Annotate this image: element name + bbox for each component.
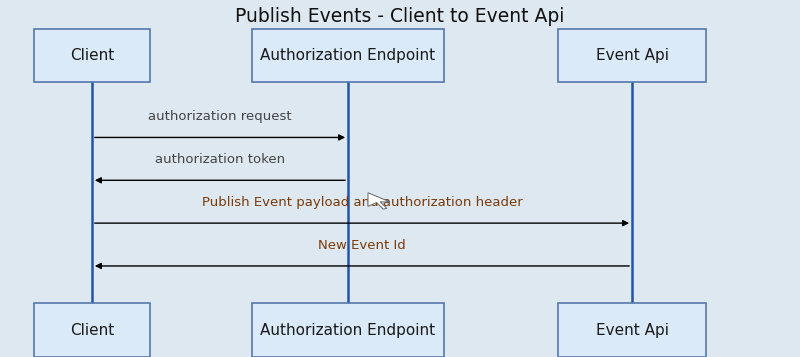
Polygon shape <box>368 193 390 209</box>
FancyBboxPatch shape <box>252 29 444 82</box>
FancyBboxPatch shape <box>252 303 444 357</box>
FancyBboxPatch shape <box>558 29 706 82</box>
FancyBboxPatch shape <box>558 303 706 357</box>
Text: Publish Events - Client to Event Api: Publish Events - Client to Event Api <box>235 6 565 26</box>
Text: authorization token: authorization token <box>155 153 285 166</box>
Text: Authorization Endpoint: Authorization Endpoint <box>261 48 435 63</box>
Text: Event Api: Event Api <box>595 323 669 338</box>
Text: New Event Id: New Event Id <box>318 239 406 252</box>
Text: Event Api: Event Api <box>595 48 669 63</box>
FancyBboxPatch shape <box>34 303 150 357</box>
FancyBboxPatch shape <box>34 29 150 82</box>
Text: Client: Client <box>70 323 114 338</box>
Text: Authorization Endpoint: Authorization Endpoint <box>261 323 435 338</box>
Text: Client: Client <box>70 48 114 63</box>
Text: Publish Event payload and authorization header: Publish Event payload and authorization … <box>202 196 522 209</box>
Text: authorization request: authorization request <box>148 110 292 123</box>
